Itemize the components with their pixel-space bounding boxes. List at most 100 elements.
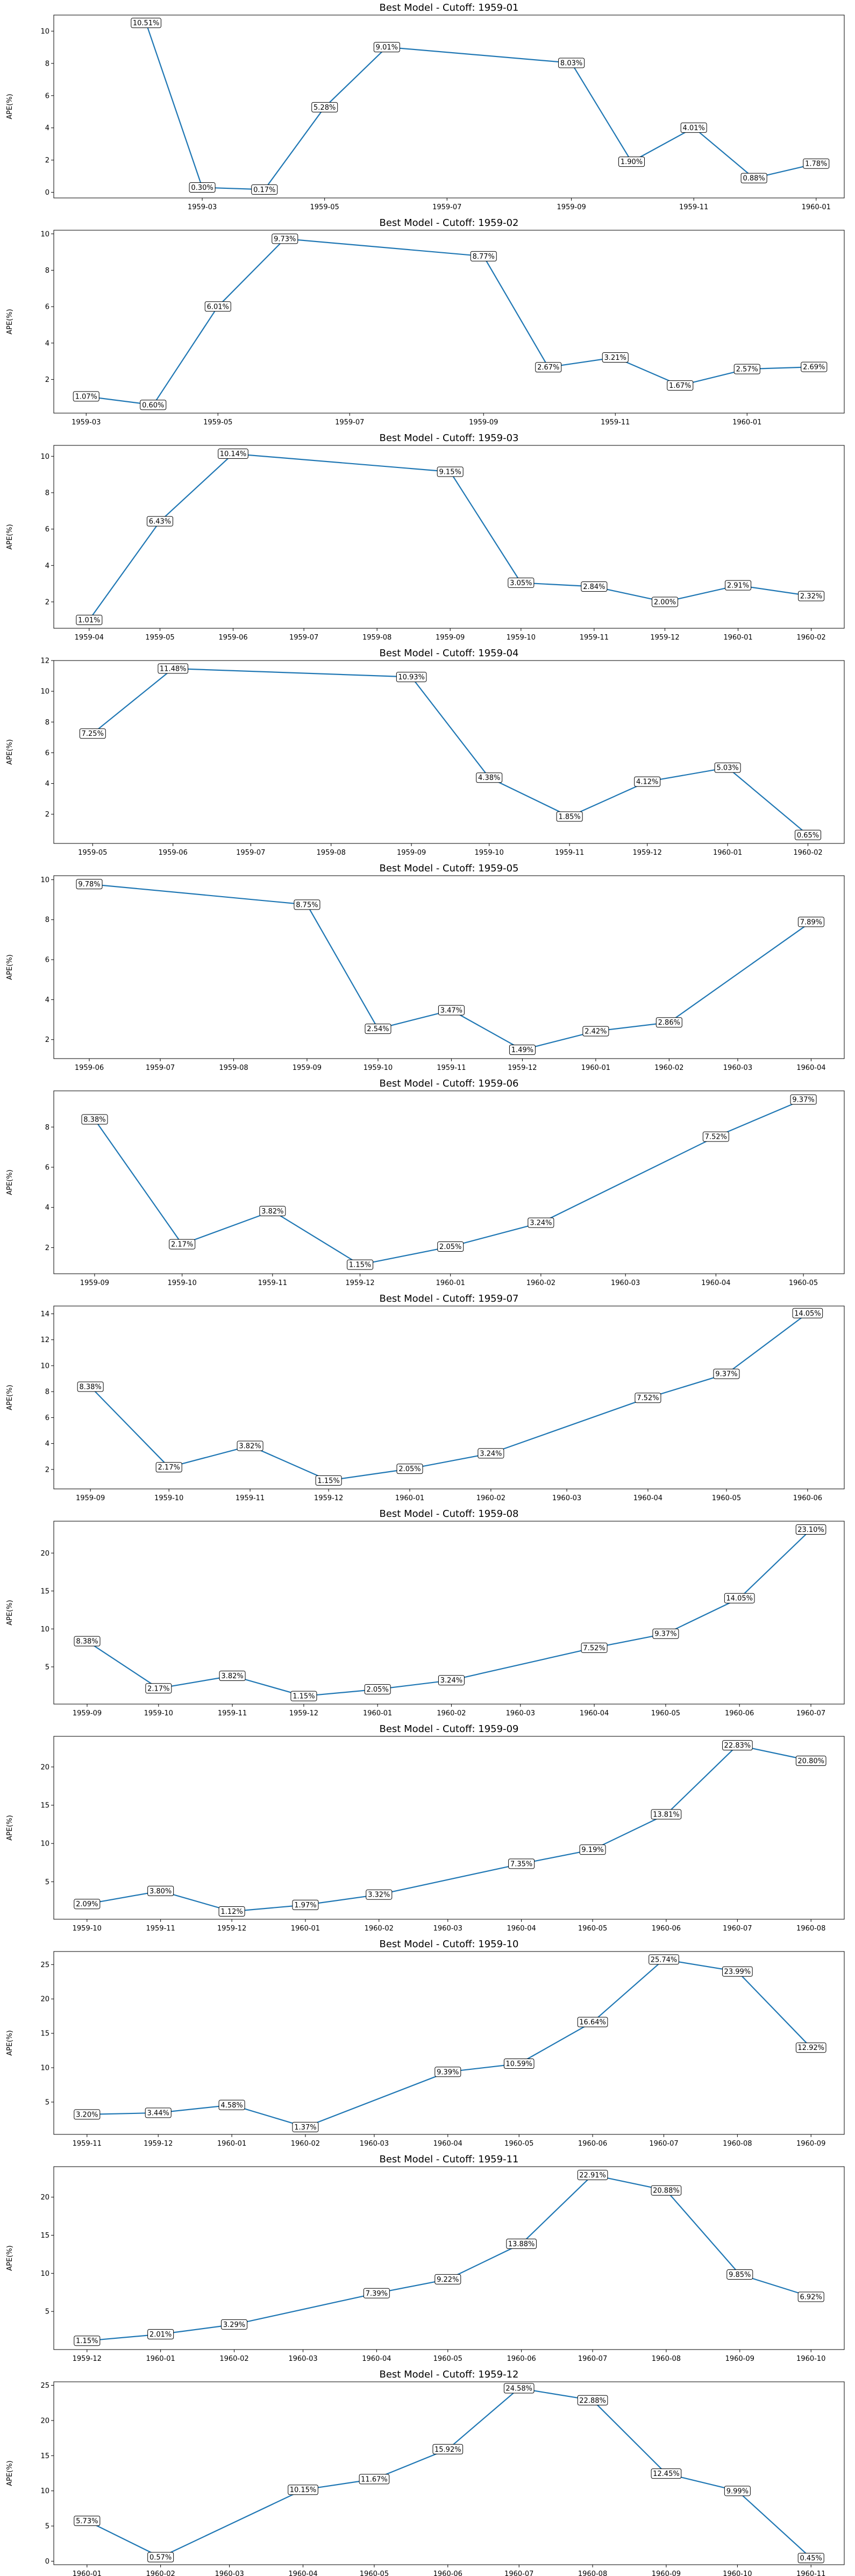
- data-label-box: [131, 18, 161, 29]
- x-tick-label: 1960-03: [552, 1494, 581, 1502]
- y-tick-label: 25: [40, 1961, 49, 1969]
- y-tick-label: 12: [40, 1336, 49, 1344]
- data-label: 1.78%: [803, 158, 830, 169]
- y-tick-label: 2: [45, 1036, 49, 1044]
- y-tick-label: 5: [45, 2523, 49, 2531]
- y-tick-label: 6: [45, 1163, 49, 1172]
- x-tick-label: 1960-02: [654, 1064, 683, 1072]
- data-label-text: 6.92%: [800, 2293, 822, 2301]
- data-label-box: [651, 2468, 682, 2479]
- data-label: 1.01%: [76, 614, 103, 625]
- data-label: 2.00%: [652, 597, 679, 607]
- data-label: 3.47%: [438, 1005, 465, 1016]
- y-tick-label: 10: [40, 2064, 49, 2073]
- data-label-text: 23.10%: [797, 1526, 824, 1534]
- x-tick-label: 1960-03: [433, 1925, 462, 1933]
- data-label-text: 2.42%: [585, 1028, 607, 1036]
- data-label: 7.25%: [79, 728, 106, 739]
- chart-title: Best Model - Cutoff: 1959-04: [379, 648, 518, 659]
- data-label-box: [220, 2319, 247, 2330]
- data-label-box: [365, 1024, 391, 1034]
- x-tick-label: 1959-11: [555, 849, 584, 857]
- x-tick-label: 1959-10: [507, 634, 536, 642]
- y-axis-label: APE(%): [6, 2460, 14, 2486]
- chart-title: Best Model - Cutoff: 1959-02: [379, 217, 518, 229]
- data-label-text: 12.92%: [797, 2044, 824, 2052]
- data-label-text: 16.64%: [579, 2019, 606, 2027]
- data-label: 1.49%: [509, 1045, 536, 1055]
- data-label: 7.89%: [797, 917, 824, 927]
- data-label: 10.93%: [396, 672, 427, 683]
- data-label-box: [315, 1475, 342, 1486]
- x-tick-label: 1960-06: [652, 1925, 681, 1933]
- data-label-text: 7.39%: [366, 2290, 388, 2298]
- y-tick-label: 4: [45, 124, 49, 132]
- data-label-box: [558, 58, 585, 68]
- data-label-text: 8.77%: [473, 253, 495, 261]
- x-tick-label: 1960-06: [507, 2355, 536, 2363]
- data-label: 2.05%: [364, 1684, 391, 1694]
- data-label-box: [702, 1131, 729, 1142]
- data-label-text: 1.15%: [349, 1261, 371, 1269]
- series-line: [94, 1099, 804, 1266]
- data-label-text: 1.12%: [220, 1908, 243, 1916]
- data-label-text: 3.82%: [261, 1208, 283, 1216]
- data-label: 12.92%: [795, 2042, 826, 2053]
- data-label: 24.58%: [503, 2383, 535, 2394]
- data-label: 10.14%: [218, 449, 248, 459]
- data-label-text: 3.05%: [510, 579, 532, 587]
- x-tick-label: 1960-07: [796, 1709, 825, 1718]
- data-label: 8.38%: [77, 1381, 104, 1392]
- data-label-box: [145, 2107, 172, 2118]
- y-tick-label: 15: [40, 1802, 49, 1810]
- x-tick-label: 1959-05: [145, 634, 174, 642]
- x-tick-label: 1960-10: [796, 2355, 825, 2363]
- data-label: 1.15%: [290, 1691, 317, 1701]
- data-label: 9.15%: [437, 466, 464, 477]
- data-label: 3.80%: [147, 1885, 174, 1896]
- y-tick-label: 10: [40, 230, 49, 238]
- data-label: 3.44%: [145, 2107, 172, 2118]
- data-label: 22.83%: [722, 1740, 753, 1751]
- y-tick-label: 10: [40, 688, 49, 696]
- x-tick-label: 1959-11: [258, 1279, 287, 1287]
- data-label-text: 3.82%: [221, 1672, 243, 1680]
- data-label: 3.82%: [237, 1440, 263, 1451]
- data-label-text: 7.89%: [800, 918, 822, 926]
- x-tick-label: 1960-05: [712, 1494, 741, 1502]
- x-tick-label: 1959-11: [73, 2140, 102, 2148]
- plot-frame: [53, 660, 845, 844]
- x-tick-label: 1960-01: [732, 418, 761, 427]
- data-label: 23.99%: [722, 1966, 753, 1977]
- chart-title: Best Model - Cutoff: 1959-03: [379, 432, 518, 444]
- data-label: 1.97%: [292, 1899, 319, 1910]
- data-label-text: 9.78%: [78, 881, 100, 889]
- data-label-box: [218, 449, 248, 459]
- x-tick-label: 1960-02: [526, 1279, 555, 1287]
- x-tick-label: 1960-02: [437, 1709, 466, 1718]
- x-tick-label: 1960-06: [578, 2140, 607, 2148]
- y-tick-label: 0: [45, 189, 49, 197]
- data-label-box: [363, 2288, 390, 2298]
- data-label: 1.67%: [667, 380, 694, 391]
- data-label: 7.52%: [635, 1393, 661, 1403]
- data-label: 3.32%: [366, 1889, 393, 1900]
- x-tick-label: 1960-01: [723, 634, 752, 642]
- data-label-text: 2.05%: [367, 1686, 389, 1694]
- data-label-text: 6.01%: [207, 303, 229, 311]
- data-label-box: [438, 1005, 465, 1016]
- data-label: 0.60%: [140, 400, 167, 410]
- data-label: 9.39%: [434, 2067, 461, 2077]
- y-tick-label: 10: [40, 1626, 49, 1634]
- x-tick-label: 1959-12: [217, 1925, 246, 1933]
- x-tick-label: 1960-08: [723, 2140, 752, 2148]
- data-label-text: 22.91%: [579, 2171, 606, 2180]
- x-tick-label: 1959-11: [601, 418, 630, 427]
- data-label-box: [76, 879, 103, 890]
- data-label-box: [218, 1906, 245, 1917]
- data-label-box: [155, 1462, 182, 1473]
- y-axis-label: APE(%): [6, 524, 14, 549]
- y-tick-label: 2: [45, 1244, 49, 1252]
- y-tick-label: 6: [45, 956, 49, 964]
